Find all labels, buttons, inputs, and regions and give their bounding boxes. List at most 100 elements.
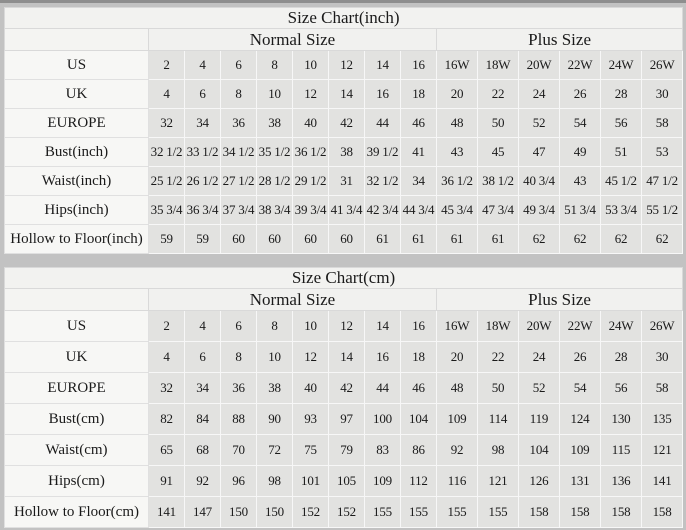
size-cell: 39 1/2 <box>364 137 401 167</box>
size-cell: 104 <box>400 403 437 435</box>
size-cell: 6 <box>184 341 221 373</box>
size-cell: 18W <box>477 50 519 80</box>
size-cell: 26 <box>559 79 601 109</box>
size-cell: 42 3/4 <box>364 195 401 225</box>
size-cell: 114 <box>477 403 519 435</box>
size-cell: 121 <box>640 434 684 466</box>
size-cell: 28 1/2 <box>256 166 293 196</box>
size-cell: 96 <box>220 465 257 497</box>
size-cell: 155 <box>436 496 478 528</box>
size-cell: 8 <box>220 341 257 373</box>
size-cell: 42 <box>328 108 365 138</box>
size-cell: 54 <box>559 372 601 404</box>
size-cell: 119 <box>518 403 560 435</box>
size-cell: 121 <box>477 465 519 497</box>
size-cell: 61 <box>400 224 437 254</box>
table-row: UK 4 6 8 10 12 14 16 18 20 22 24 26 28 30 <box>4 341 684 373</box>
size-cell: 12 <box>292 79 329 109</box>
size-cell: 38 <box>328 137 365 167</box>
size-cell: 56 <box>600 108 642 138</box>
size-cell: 55 1/2 <box>640 195 684 225</box>
size-cell: 92 <box>184 465 221 497</box>
size-cell: 43 <box>559 166 601 196</box>
size-cell: 40 <box>292 372 329 404</box>
size-cell: 52 <box>518 372 560 404</box>
table-row: US 2 4 6 8 10 12 14 16 16W 18W 20W 22W 24W 26W <box>4 50 684 80</box>
size-cell: 53 <box>640 137 684 167</box>
row-label: Hollow to Floor(cm) <box>4 496 149 528</box>
row-label: Hollow to Floor(inch) <box>4 224 149 254</box>
size-cell: 62 <box>640 224 684 254</box>
size-cell: 155 <box>477 496 519 528</box>
size-cell: 47 1/2 <box>640 166 684 196</box>
table-title: Size Chart(cm) <box>3 267 684 289</box>
size-cell: 136 <box>600 465 642 497</box>
row-label: UK <box>4 341 149 373</box>
size-cell: 14 <box>364 310 401 342</box>
size-cell: 158 <box>600 496 642 528</box>
size-cell: 62 <box>518 224 560 254</box>
size-cell: 30 <box>640 341 684 373</box>
table-row: Waist(inch) 25 1/2 26 1/2 27 1/2 28 1/2 29 1/… <box>4 166 684 196</box>
row-label: US <box>4 50 149 80</box>
size-cell: 59 <box>148 224 185 254</box>
size-cell: 8 <box>256 50 293 80</box>
size-cell: 86 <box>400 434 437 466</box>
size-cell: 155 <box>400 496 437 528</box>
size-cell: 14 <box>328 79 365 109</box>
size-cell: 158 <box>559 496 601 528</box>
size-cell: 30 <box>640 79 684 109</box>
size-cell: 40 3/4 <box>518 166 560 196</box>
size-cell: 6 <box>220 50 257 80</box>
size-cell: 45 1/2 <box>600 166 642 196</box>
size-cell: 22W <box>559 50 601 80</box>
size-cell: 46 <box>400 108 437 138</box>
size-cell: 34 <box>184 108 221 138</box>
size-cell: 26W <box>640 310 684 342</box>
size-cell: 46 <box>400 372 437 404</box>
size-cell: 40 <box>292 108 329 138</box>
size-cell: 16 <box>364 341 401 373</box>
size-cell: 12 <box>328 310 365 342</box>
size-cell: 10 <box>256 79 293 109</box>
size-cell: 50 <box>477 372 519 404</box>
size-cell: 61 <box>436 224 478 254</box>
row-label: Bust(cm) <box>4 403 149 435</box>
size-cell: 4 <box>148 79 185 109</box>
size-chart-cm-table: Size Chart(cm) Normal Size Plus Size US 2 4 6 8… <box>3 267 684 528</box>
size-cell: 116 <box>436 465 478 497</box>
size-cell: 20 <box>436 79 478 109</box>
size-cell: 10 <box>292 50 329 80</box>
size-cell: 29 1/2 <box>292 166 329 196</box>
size-cell: 26 <box>559 341 601 373</box>
size-cell: 70 <box>220 434 257 466</box>
size-cell: 47 <box>518 137 560 167</box>
table-row: Waist(cm) 65 68 70 72 75 79 83 86 92 98 104 109 115 12… <box>4 434 684 466</box>
size-cell: 24 <box>518 341 560 373</box>
corner-cell <box>4 288 149 311</box>
size-cell: 22W <box>559 310 601 342</box>
size-cell: 150 <box>256 496 293 528</box>
size-cell: 22 <box>477 341 519 373</box>
size-cell: 50 <box>477 108 519 138</box>
group-header-plus-size: Plus Size <box>435 28 684 51</box>
size-cell: 6 <box>184 79 221 109</box>
size-cell: 109 <box>364 465 401 497</box>
size-cell: 35 3/4 <box>148 195 185 225</box>
size-cell: 105 <box>328 465 365 497</box>
size-cell: 18 <box>400 79 437 109</box>
size-cell: 49 <box>559 137 601 167</box>
size-cell: 56 <box>600 372 642 404</box>
size-cell: 38 <box>256 372 293 404</box>
size-cell: 45 <box>477 137 519 167</box>
size-cell: 44 <box>364 372 401 404</box>
size-cell: 28 <box>600 341 642 373</box>
size-cell: 61 <box>477 224 519 254</box>
size-cell: 24W <box>600 310 642 342</box>
table-row: EUROPE 32 34 36 38 40 42 44 46 48 50 52 54 56 58 <box>4 372 684 404</box>
size-cell: 24 <box>518 79 560 109</box>
size-cell: 72 <box>256 434 293 466</box>
size-cell: 31 <box>328 166 365 196</box>
size-cell: 49 3/4 <box>518 195 560 225</box>
